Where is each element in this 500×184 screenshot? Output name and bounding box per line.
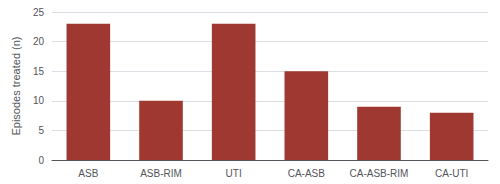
svg-text:CA-ASB-RIM: CA-ASB-RIM [350,168,409,179]
svg-text:5: 5 [38,125,44,136]
svg-text:10: 10 [33,95,45,106]
svg-text:0: 0 [38,155,44,166]
svg-text:ASB: ASB [78,168,98,179]
svg-text:UTI: UTI [226,168,242,179]
svg-text:ASB-RIM: ASB-RIM [140,168,182,179]
svg-text:Episodes treated (n): Episodes treated (n) [10,36,22,135]
svg-text:15: 15 [33,66,45,77]
svg-text:CA-UTI: CA-UTI [435,168,468,179]
svg-text:CA-ASB: CA-ASB [288,168,326,179]
svg-text:25: 25 [33,7,45,18]
svg-text:20: 20 [33,36,45,47]
